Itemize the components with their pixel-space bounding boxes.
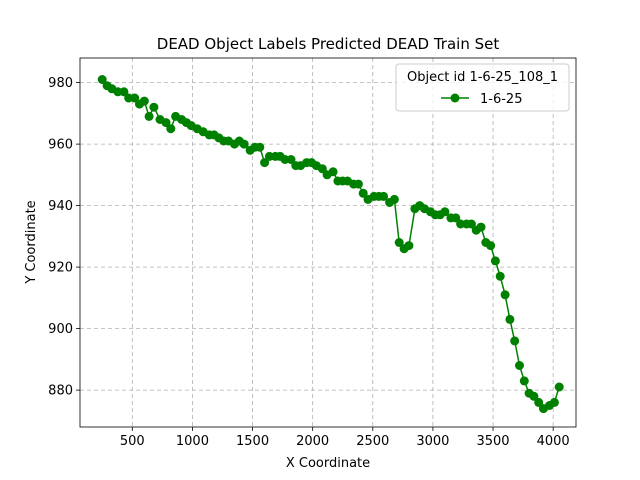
data-point — [379, 191, 389, 201]
legend-title: Object id 1-6-25_108_1 — [407, 70, 558, 85]
y-axis-ticks: 880 900 920 940 960 980 — [48, 76, 80, 399]
y-tick-label: 940 — [48, 199, 73, 214]
x-axis-ticks: 500 1000 1500 2000 2500 3000 3500 4000 — [120, 427, 570, 449]
legend-entry-label: 1-6-25 — [480, 92, 522, 107]
data-point — [166, 124, 176, 134]
data-point — [440, 207, 450, 217]
data-point — [255, 142, 265, 152]
data-point — [394, 238, 404, 247]
data-point — [505, 314, 515, 324]
data-point — [260, 158, 270, 168]
gridlines — [80, 58, 576, 427]
y-axis-label: Y Coordinate — [24, 200, 39, 284]
data-point — [358, 188, 368, 198]
y-tick-label: 960 — [48, 138, 73, 153]
data-point — [451, 213, 461, 223]
chart-title: DEAD Object Labels Predicted DEAD Train … — [157, 35, 500, 53]
data-point — [239, 139, 249, 149]
data-point — [490, 256, 500, 266]
legend: Object id 1-6-25_108_1 1-6-25 — [395, 63, 570, 112]
legend-box — [395, 63, 570, 112]
x-tick-label: 2000 — [296, 434, 329, 449]
series-layer — [97, 75, 564, 414]
y-tick-label: 880 — [48, 384, 73, 399]
data-point — [529, 391, 539, 401]
data-point — [149, 102, 159, 112]
data-point — [97, 75, 107, 84]
y-tick-label: 900 — [48, 322, 73, 337]
data-point — [389, 194, 399, 204]
data-point — [119, 87, 129, 97]
data-point — [130, 93, 140, 103]
data-point — [515, 361, 524, 370]
data-point — [404, 241, 414, 251]
data-point — [317, 164, 327, 174]
data-point — [534, 397, 544, 407]
data-point — [554, 382, 564, 392]
data-point — [500, 290, 510, 300]
x-tick-label: 4000 — [537, 434, 570, 449]
x-tick-label: 500 — [120, 434, 145, 449]
x-axis-label: X Coordinate — [286, 456, 370, 471]
data-point — [549, 397, 559, 407]
data-point — [495, 271, 505, 281]
data-point — [519, 376, 529, 386]
x-tick-label: 3500 — [476, 434, 509, 449]
data-point — [353, 179, 363, 189]
data-point — [328, 167, 338, 177]
data-point — [466, 219, 476, 229]
data-point — [486, 241, 496, 251]
plot-frame — [79, 57, 577, 428]
legend-marker-swatch — [450, 93, 460, 103]
data-point — [286, 155, 296, 164]
data-point — [161, 118, 171, 128]
y-tick-label: 980 — [48, 76, 73, 91]
x-tick-label: 1000 — [176, 434, 209, 449]
x-tick-label: 3000 — [416, 434, 449, 449]
data-point — [510, 336, 520, 346]
data-point — [139, 96, 149, 106]
x-tick-label: 1500 — [236, 434, 269, 449]
data-point — [144, 111, 154, 121]
data-point — [476, 222, 486, 232]
x-tick-label: 2500 — [356, 434, 389, 449]
y-tick-label: 920 — [48, 261, 73, 276]
